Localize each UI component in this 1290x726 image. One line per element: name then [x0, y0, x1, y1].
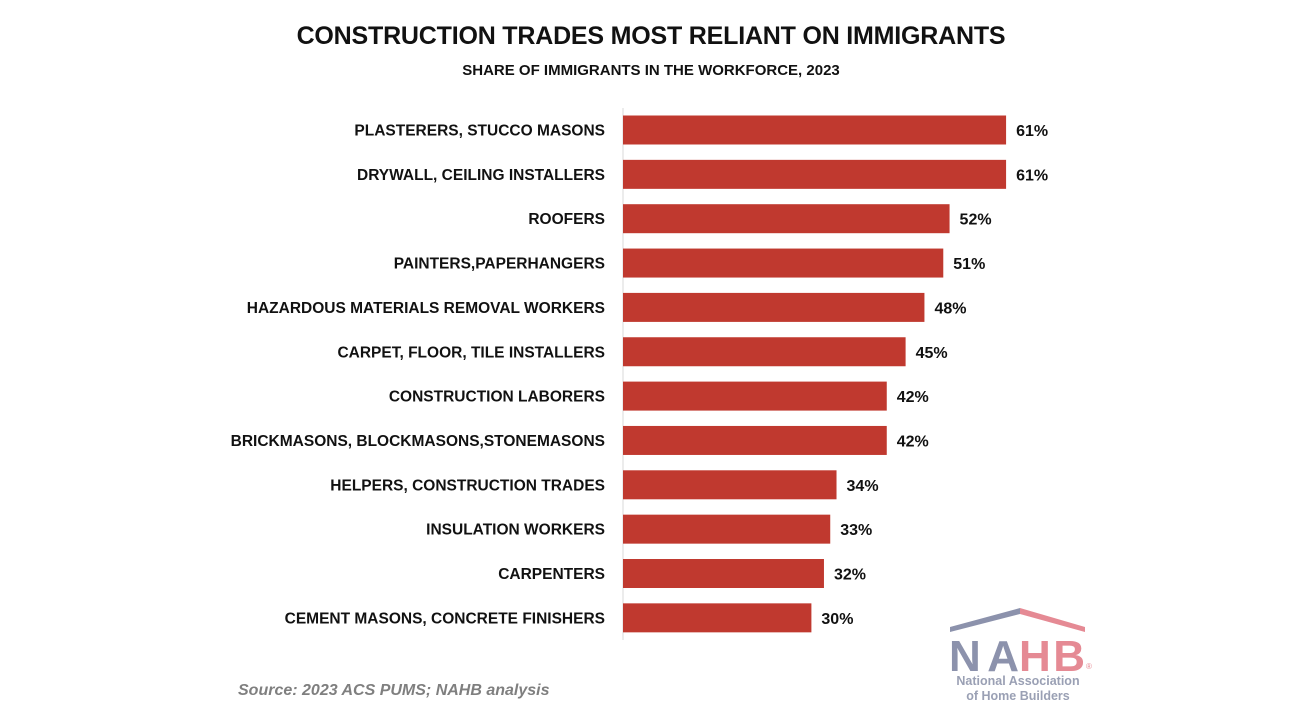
bar: [623, 381, 887, 411]
data-label: 32%: [834, 567, 866, 584]
data-label: 42%: [897, 389, 929, 406]
bar: [623, 159, 1007, 189]
bar: [623, 337, 906, 367]
category-label: CARPET, FLOOR, TILE INSTALLERS: [337, 344, 605, 361]
category-label: DRYWALL, CEILING INSTALLERS: [357, 167, 605, 184]
category-label: CONSTRUCTION LABORERS: [389, 389, 605, 406]
source-note: Source: 2023 ACS PUMS; NAHB analysis: [238, 682, 550, 699]
category-label: BRICKMASONS, BLOCKMASONS,STONEMASONS: [231, 433, 605, 450]
svg-text:®: ®: [1086, 662, 1092, 671]
bar: [623, 425, 887, 455]
data-label: 42%: [897, 433, 929, 450]
bar: [623, 115, 1007, 145]
bar: [623, 603, 812, 633]
category-label: INSULATION WORKERS: [426, 522, 605, 539]
category-label: CEMENT MASONS, CONCRETE FINISHERS: [285, 610, 605, 627]
data-label: 61%: [1016, 167, 1048, 184]
data-label: 34%: [847, 478, 879, 495]
data-label: 61%: [1016, 123, 1048, 140]
category-label: PLASTERERS, STUCCO MASONS: [354, 123, 605, 140]
category-label: HAZARDOUS MATERIALS REMOVAL WORKERS: [247, 300, 605, 317]
bar: [623, 559, 824, 588]
data-label: 30%: [821, 611, 853, 628]
bar: [623, 292, 925, 322]
category-label: PAINTERS,PAPERHANGERS: [394, 256, 605, 273]
chart-title: CONSTRUCTION TRADES MOST RELIANT ON IMMI…: [296, 22, 1006, 50]
bar: [623, 204, 950, 234]
category-label: HELPERS, CONSTRUCTION TRADES: [330, 477, 605, 494]
category-label: CARPENTERS: [498, 566, 605, 583]
bar: [623, 470, 837, 500]
data-label: 52%: [960, 212, 992, 229]
chart-subtitle: SHARE OF IMMIGRANTS IN THE WORKFORCE, 20…: [462, 62, 840, 79]
data-label: 45%: [916, 345, 948, 362]
data-label: 33%: [840, 522, 872, 539]
data-label: 48%: [934, 300, 966, 317]
bar: [623, 248, 944, 278]
logo-tagline: National Association of Home Builders: [956, 674, 1080, 703]
bar: [623, 514, 831, 544]
nahb-logo: NA HB ®: [949, 608, 1092, 681]
data-label: 51%: [953, 256, 985, 273]
category-label: ROOFERS: [528, 211, 605, 228]
